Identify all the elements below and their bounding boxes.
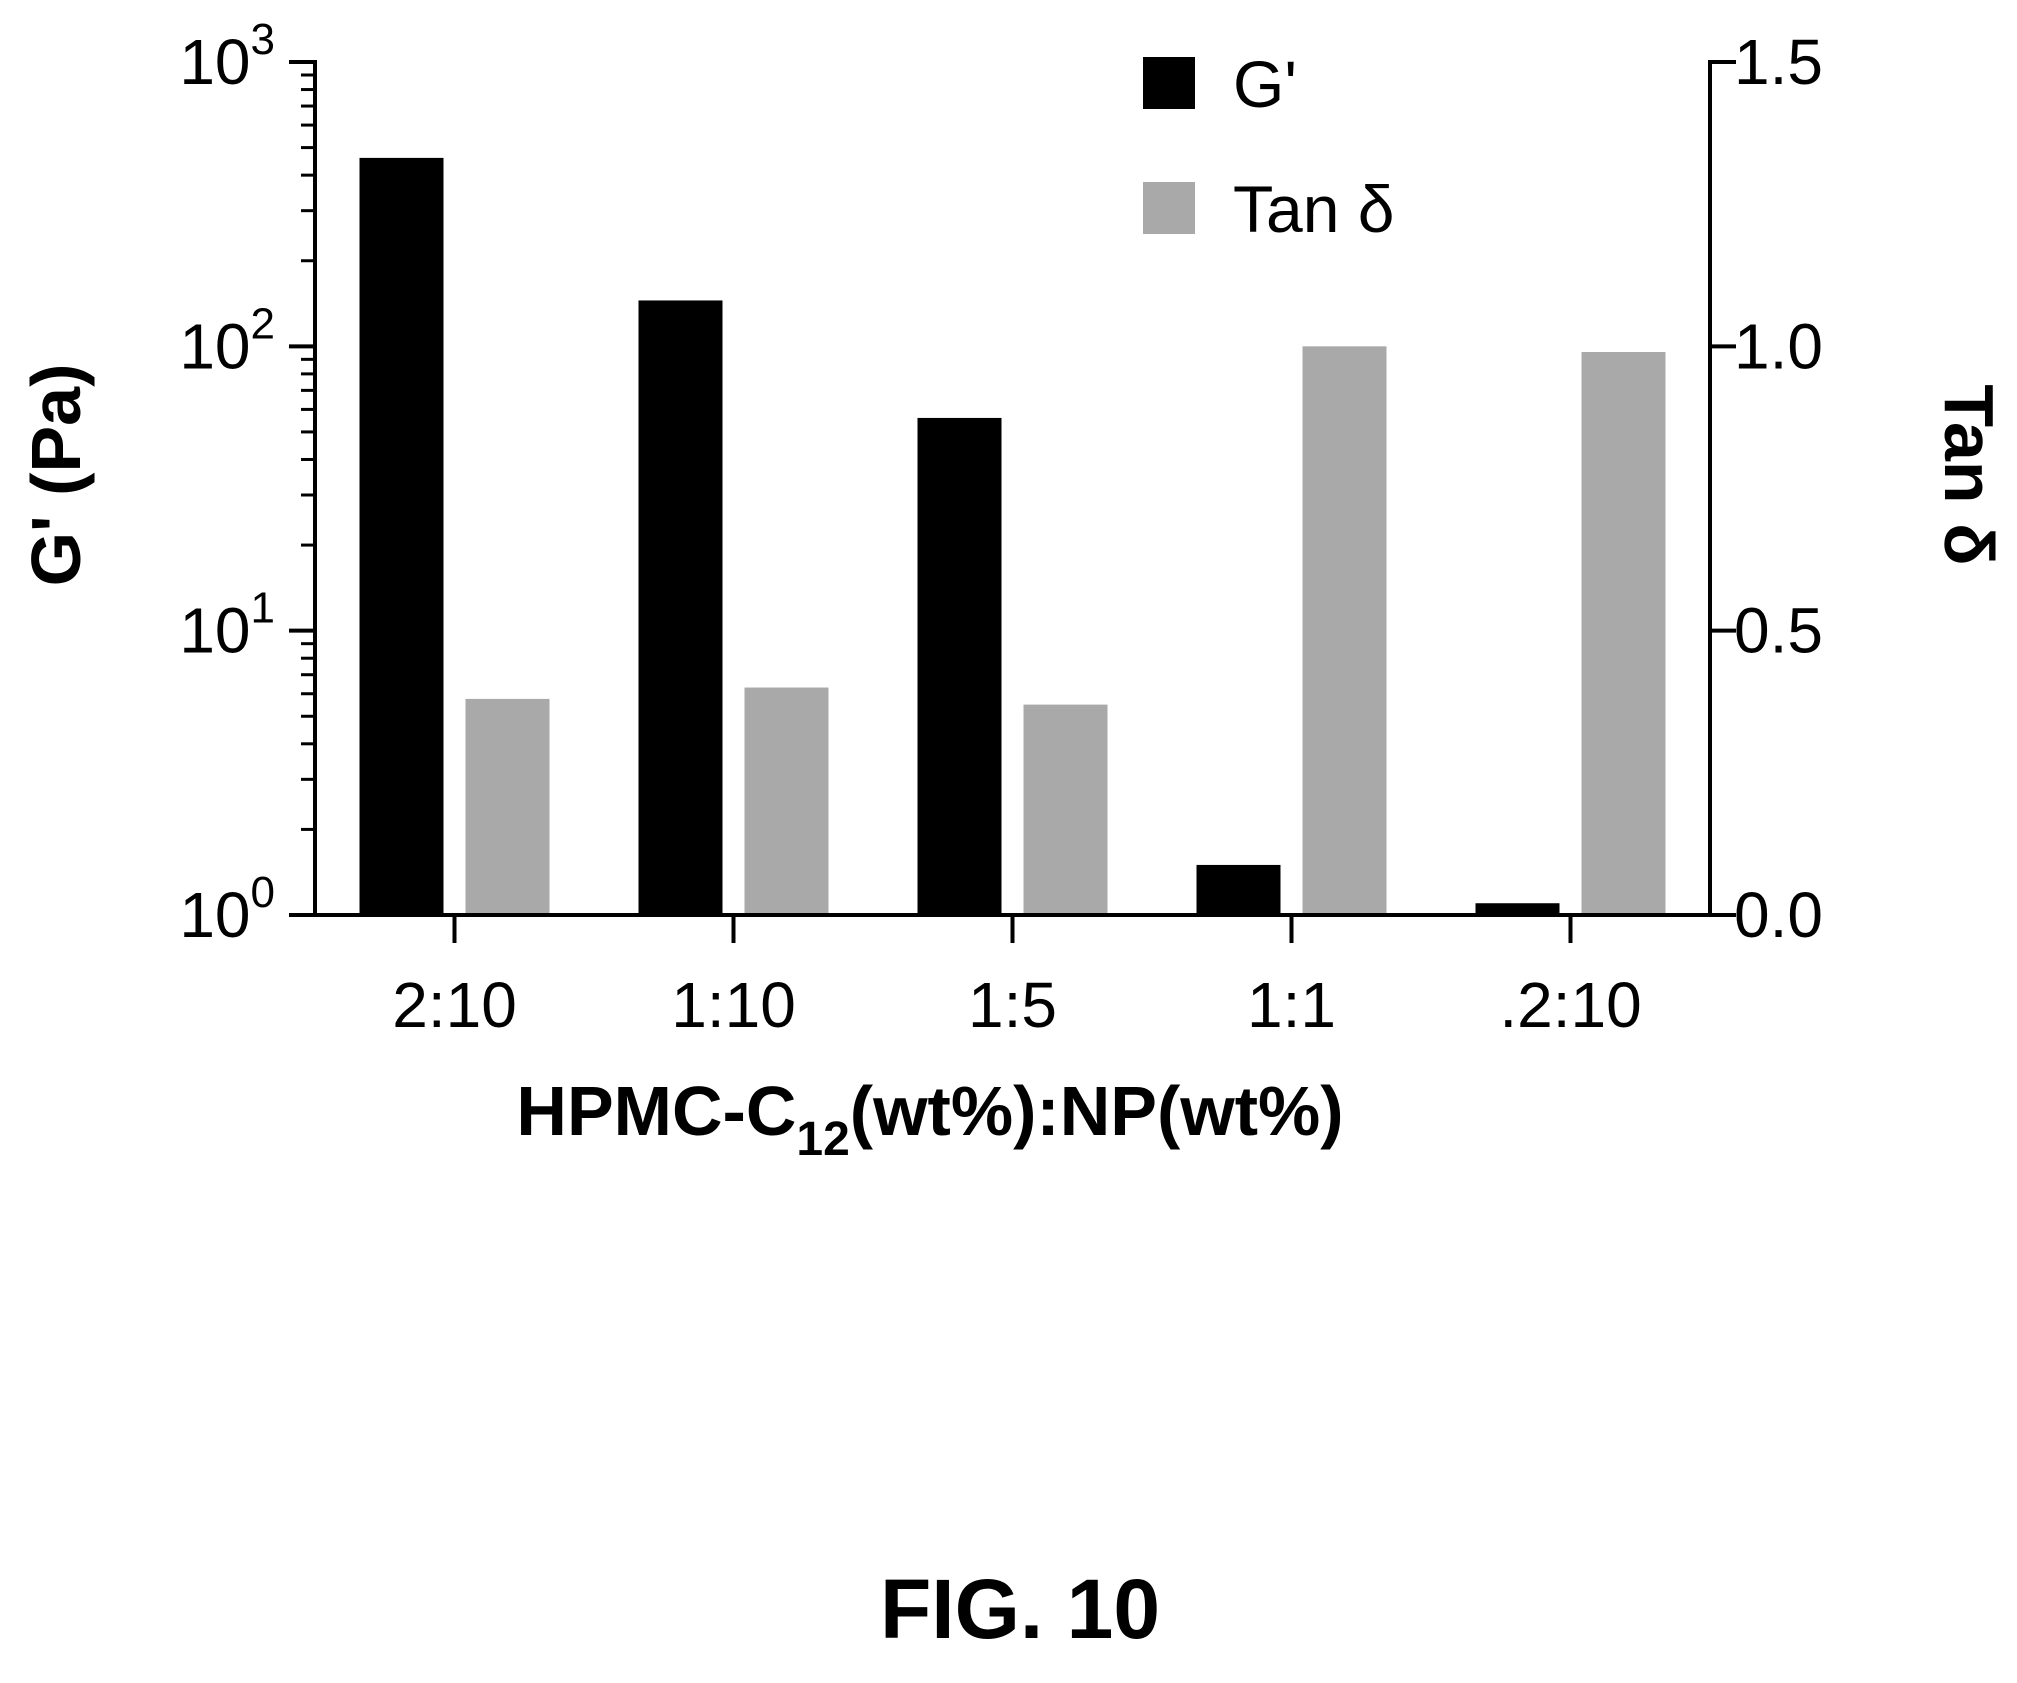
bar-tan-delta-1 xyxy=(744,687,829,915)
bar-g-prime-0 xyxy=(359,157,444,916)
x-tick-label-3: 1:1 xyxy=(1247,969,1336,1041)
x-tick-label-4: .2:10 xyxy=(1499,969,1641,1041)
bar-tan-delta-2 xyxy=(1023,704,1108,915)
y-right-tick-label-3: 1.5 xyxy=(1734,26,1823,98)
x-axis-title-main: HPMC-C xyxy=(516,1072,796,1150)
x-axis-title-rest: (wt%):NP(wt%) xyxy=(850,1072,1344,1150)
y-left-tick-label-3: 103 xyxy=(179,15,275,98)
bar-g-prime-1 xyxy=(638,300,723,915)
plot-area: 100 101 102 103 0.0 0.5 1.0 1.5 2:10 1:10 1:5 1:1 .2… xyxy=(179,15,1823,1041)
legend: G' Tan δ xyxy=(1143,47,1395,246)
bar-g-prime-2 xyxy=(917,417,1002,915)
y-axis-left-title: G' (Pa) xyxy=(17,364,95,587)
bars xyxy=(359,157,1666,916)
y-right-tick-label-1: 0.5 xyxy=(1734,595,1823,667)
y-left-tick-label-0: 100 xyxy=(179,868,275,951)
y-axis-right-title: Tan δ xyxy=(1930,384,2008,565)
legend-swatch-tan-delta xyxy=(1143,182,1195,234)
bar-tan-delta-0 xyxy=(465,698,550,915)
y-right-tick-label-2: 1.0 xyxy=(1734,310,1823,382)
legend-swatch-g-prime xyxy=(1143,57,1195,109)
y-right-tick-label-0: 0.0 xyxy=(1734,879,1823,951)
bar-g-prime-4 xyxy=(1475,903,1560,915)
legend-label-tan-delta: Tan δ xyxy=(1233,172,1395,246)
x-tick-label-1: 1:10 xyxy=(671,969,796,1041)
y-left-tick-label-1: 101 xyxy=(179,584,275,667)
ticks: 100 101 102 103 0.0 0.5 1.0 1.5 2:10 1:10 1:5 1:1 .2… xyxy=(179,15,1823,1041)
x-axis-title-subscript: 12 xyxy=(796,1113,849,1166)
bar-tan-delta-4 xyxy=(1581,352,1666,915)
legend-label-g-prime: G' xyxy=(1233,47,1297,121)
figure-label: FIG. 10 xyxy=(880,1562,1160,1656)
bar-g-prime-3 xyxy=(1196,864,1281,915)
x-tick-label-0: 2:10 xyxy=(392,969,517,1041)
bar-tan-delta-3 xyxy=(1302,346,1387,915)
x-tick-label-2: 1:5 xyxy=(968,969,1057,1041)
y-left-tick-label-2: 102 xyxy=(179,299,275,382)
x-axis-title: HPMC-C12(wt%):NP(wt%) xyxy=(516,1072,1343,1166)
